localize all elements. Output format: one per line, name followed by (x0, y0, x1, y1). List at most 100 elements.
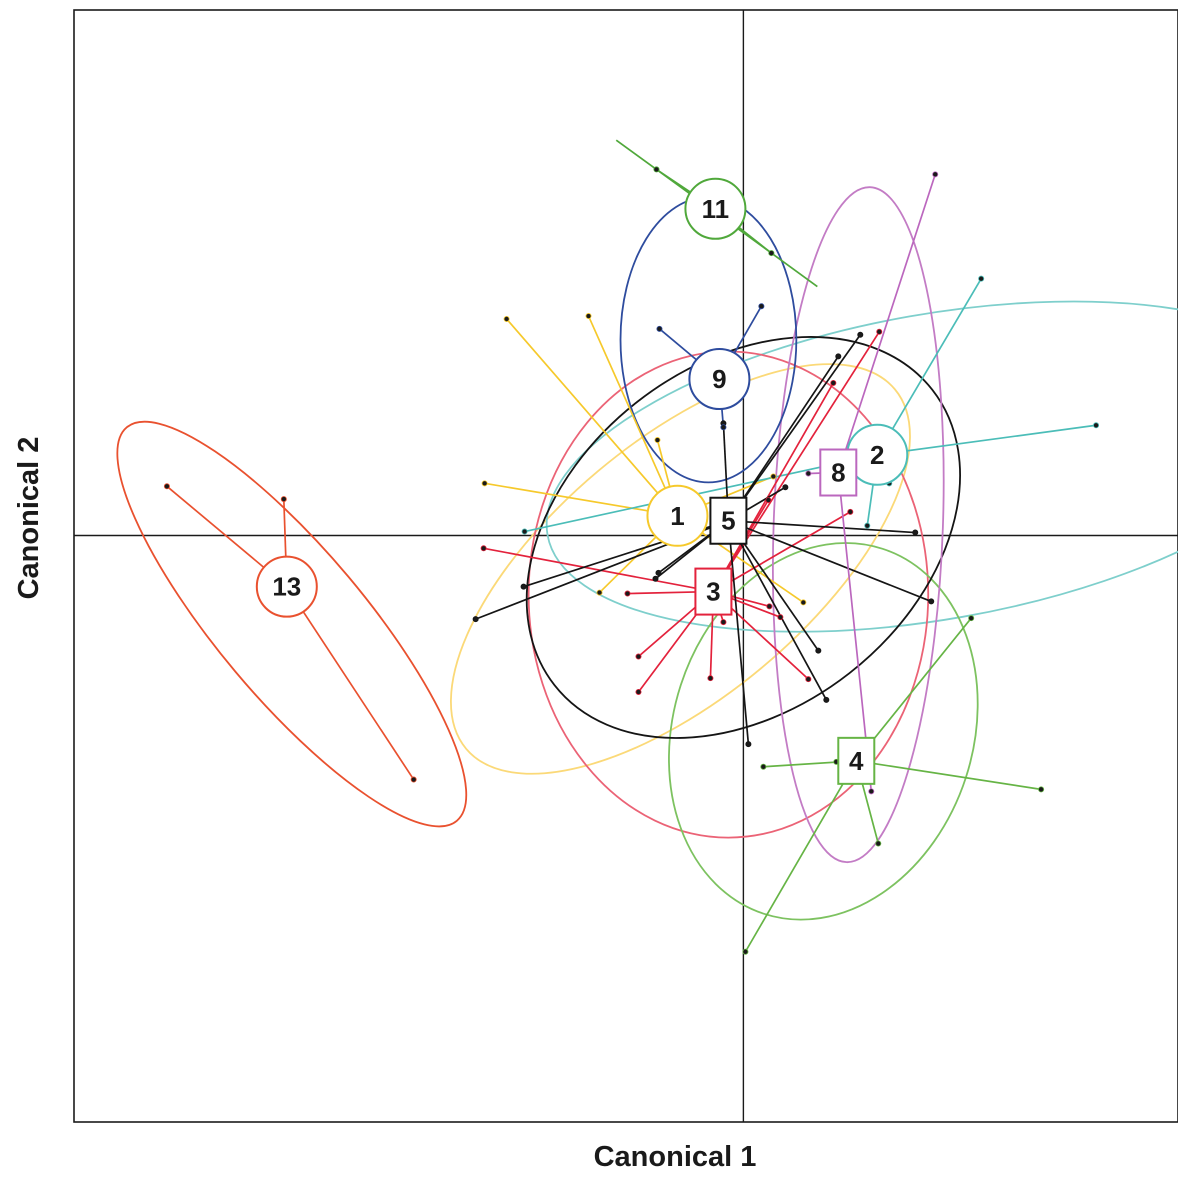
ellipse-group-1 (450, 363, 911, 775)
spoke-group-2-1 (877, 424, 1097, 456)
centroid-marker-13 (255, 555, 318, 618)
point-group-1-0 (585, 313, 592, 320)
group-label-1: 1 (670, 501, 684, 531)
centroid-marker-4 (837, 736, 876, 785)
point-group-5-0 (520, 583, 527, 590)
point-group-5-4 (857, 331, 864, 338)
spoke-group-13-2 (286, 586, 415, 781)
point-group-4-2 (875, 840, 882, 847)
point-group-5-7 (815, 647, 822, 654)
point-group-3-10 (847, 508, 854, 515)
spoke-group-3-12 (712, 382, 835, 593)
point-group-2-1 (1093, 422, 1100, 429)
spoke-group-2-0 (876, 278, 982, 456)
point-group-1-2 (481, 480, 488, 487)
group-label-5: 5 (721, 506, 735, 536)
spoke-group-4-5 (744, 760, 858, 953)
point-group-4-1 (1038, 786, 1045, 793)
point-group-3-7 (805, 676, 812, 683)
centroid-marker-8 (819, 448, 858, 497)
point-group-2-4 (864, 522, 871, 529)
centroid-marker-11 (684, 177, 747, 240)
point-group-5-10 (655, 569, 662, 576)
point-group-2-0 (978, 275, 985, 282)
point-group-3-8 (777, 614, 784, 621)
point-group-1-1 (503, 315, 510, 322)
point-group-11-0 (653, 166, 660, 173)
point-group-5-9 (745, 741, 752, 748)
point-group-5-5 (912, 529, 919, 536)
ellipse-group-2 (545, 300, 1178, 633)
point-group-5-3 (835, 353, 842, 360)
group-label-2: 2 (870, 440, 884, 470)
point-group-3-11 (765, 497, 772, 504)
spoke-group-5-4 (727, 334, 861, 522)
ellipse-group-4 (668, 542, 979, 921)
group-label-8: 8 (831, 458, 845, 488)
spoke-group-5-6 (728, 519, 932, 603)
point-group-3-5 (720, 619, 727, 626)
centroid-marker-3 (694, 567, 733, 616)
point-group-4-0 (968, 615, 975, 622)
ellipse-group-5 (525, 336, 961, 739)
group-label-9: 9 (712, 364, 726, 394)
spoke-group-1-0 (587, 315, 679, 517)
y-axis-title: Canonical 2 (13, 437, 45, 600)
point-group-1-6 (654, 437, 661, 444)
spoke-group-3-10 (712, 511, 851, 593)
data-points (163, 166, 1100, 955)
spoke-group-1-2 (484, 482, 678, 517)
point-group-3-3 (635, 688, 642, 695)
point-group-13-2 (410, 776, 417, 783)
spoke-group-8-0 (837, 174, 937, 473)
point-group-3-0 (480, 545, 487, 552)
centroid-marker-9 (688, 348, 751, 411)
point-group-3-9 (876, 328, 883, 335)
group-label-4: 4 (849, 746, 864, 776)
point-group-9-1 (758, 303, 765, 310)
point-group-11-1 (768, 250, 775, 257)
point-group-8-0 (932, 171, 939, 178)
point-group-9-0 (656, 325, 663, 332)
plot-frame (73, 9, 1178, 1123)
point-group-5-2 (652, 575, 659, 582)
ellipse-group-9 (619, 196, 798, 484)
point-group-4-3 (760, 763, 767, 770)
group-spokes (166, 139, 1097, 953)
point-group-2-2 (521, 528, 528, 535)
point-group-8-1 (868, 788, 875, 795)
spoke-group-5-9 (727, 520, 750, 745)
point-group-5-8 (823, 696, 830, 703)
point-group-3-1 (624, 590, 631, 597)
point-group-1-3 (596, 589, 603, 596)
point-group-3-6 (766, 603, 773, 610)
point-group-13-0 (163, 483, 170, 490)
spoke-group-4-0 (855, 617, 972, 762)
spoke-group-4-1 (856, 760, 1042, 791)
point-group-4-5 (742, 948, 749, 955)
point-group-5-11 (782, 484, 789, 491)
group-ellipses (116, 186, 1178, 921)
point-group-5-1 (472, 616, 479, 623)
group-label-13: 13 (272, 572, 301, 602)
point-group-5-6 (928, 598, 935, 605)
ellipse-group-13 (116, 420, 468, 828)
point-group-8-2 (805, 470, 812, 477)
centroid-marker-5 (709, 496, 748, 545)
point-group-3-12 (830, 379, 837, 386)
group-label-3: 3 (706, 577, 720, 607)
group-label-11: 11 (702, 194, 730, 224)
spoke-group-5-5 (728, 519, 916, 534)
point-group-3-2 (635, 653, 642, 660)
point-group-9-2 (720, 424, 727, 431)
point-group-1-5 (770, 473, 777, 480)
spoke-group-2-2 (524, 453, 878, 533)
ellipse-group-8 (771, 186, 945, 864)
point-group-13-1 (280, 496, 287, 503)
spoke-group-5-3 (727, 355, 840, 522)
x-axis-title: Canonical 1 (594, 1141, 757, 1173)
point-group-3-4 (707, 675, 714, 682)
spoke-group-3-9 (712, 331, 880, 593)
point-group-1-4 (800, 599, 807, 606)
